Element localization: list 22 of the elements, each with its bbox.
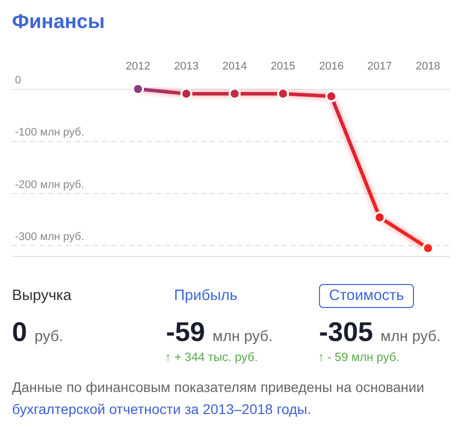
y-tick-label: -300 млн руб.: [15, 231, 84, 244]
text: ↑ - 59 млн руб.: [318, 349, 400, 365]
outlined-button: Стоимость: [319, 284, 414, 308]
x-tick-label: 2018: [416, 60, 440, 72]
y-tick-label: -100 млн руб.: [15, 126, 84, 139]
text: ↑ + 344 тыс. руб.: [165, 349, 258, 365]
chart-title: Финансы: [12, 10, 105, 34]
x-tick-label: 2015: [270, 60, 296, 72]
x-tick-label: 2013: [174, 60, 199, 72]
text: Данные по финансовым показателям приведены на основании: [12, 379, 424, 395]
text: 0 руб.: [12, 317, 64, 347]
text: -59 млн руб.: [166, 317, 273, 347]
text: Выручка: [12, 286, 72, 306]
text: -305 млн руб.: [319, 317, 441, 347]
y-tick-label: 0: [15, 74, 22, 86]
x-tick-label: 2014: [222, 60, 247, 72]
text: бухгалтерской отчетности за 2013–2018 годы.: [12, 401, 312, 417]
x-tick-label: 2012: [126, 60, 150, 72]
text: Прибыль: [174, 286, 238, 306]
x-tick-label: 2017: [367, 60, 392, 72]
x-tick-label: 2016: [319, 60, 344, 72]
y-tick-label: -200 млн руб.: [15, 178, 84, 191]
